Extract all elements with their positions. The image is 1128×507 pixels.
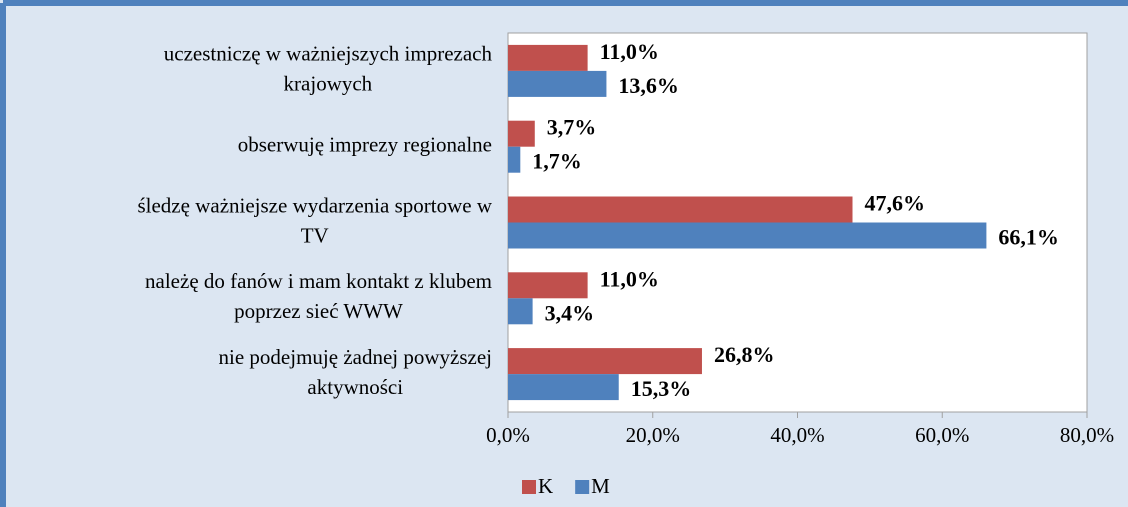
value-label: 3,4% xyxy=(545,300,595,325)
bar xyxy=(508,272,588,299)
y-tick-label: poprzez sieć WWW xyxy=(234,299,403,323)
bar xyxy=(508,348,702,375)
bar xyxy=(508,196,853,223)
y-tick-label: śledzę ważniejsze wydarzenia sportowe w xyxy=(137,193,492,217)
y-tick-label: nie podejmuję żadnej powyższej xyxy=(219,345,492,369)
bar xyxy=(508,120,535,147)
bar xyxy=(508,44,588,71)
y-tick-label: należę do fanów i mam kontakt z klubem xyxy=(145,269,492,293)
y-tick-label: krajowych xyxy=(284,72,373,96)
bar xyxy=(508,70,607,97)
value-label: 11,0% xyxy=(600,39,659,64)
bar xyxy=(508,374,619,401)
value-label: 11,0% xyxy=(600,266,659,291)
legend-swatch xyxy=(575,480,590,494)
x-tick-label: 60,0% xyxy=(915,423,969,447)
value-label: 47,6% xyxy=(865,191,926,216)
legend-label: K xyxy=(538,474,553,498)
value-label: 13,6% xyxy=(618,73,679,98)
bar xyxy=(508,146,521,173)
x-tick-label: 80,0% xyxy=(1060,423,1114,447)
value-label: 66,1% xyxy=(998,225,1058,250)
value-label: 3,7% xyxy=(547,115,597,140)
y-tick-label: TV xyxy=(301,223,329,247)
legend-label: M xyxy=(591,474,610,498)
bar xyxy=(508,298,533,325)
x-tick-label: 0,0% xyxy=(486,423,530,447)
y-tick-label: aktywności xyxy=(307,375,403,399)
legend-swatch xyxy=(522,480,536,494)
value-label: 1,7% xyxy=(532,149,582,174)
y-tick-label: obserwuję imprezy regionalne xyxy=(238,133,492,157)
x-tick-label: 20,0% xyxy=(626,423,680,447)
y-tick-label: uczestniczę w ważniejszych imprezach xyxy=(164,42,493,66)
x-tick-label: 40,0% xyxy=(770,423,824,447)
value-label: 15,3% xyxy=(631,376,692,401)
bar xyxy=(508,222,987,249)
value-label: 26,8% xyxy=(714,342,775,367)
